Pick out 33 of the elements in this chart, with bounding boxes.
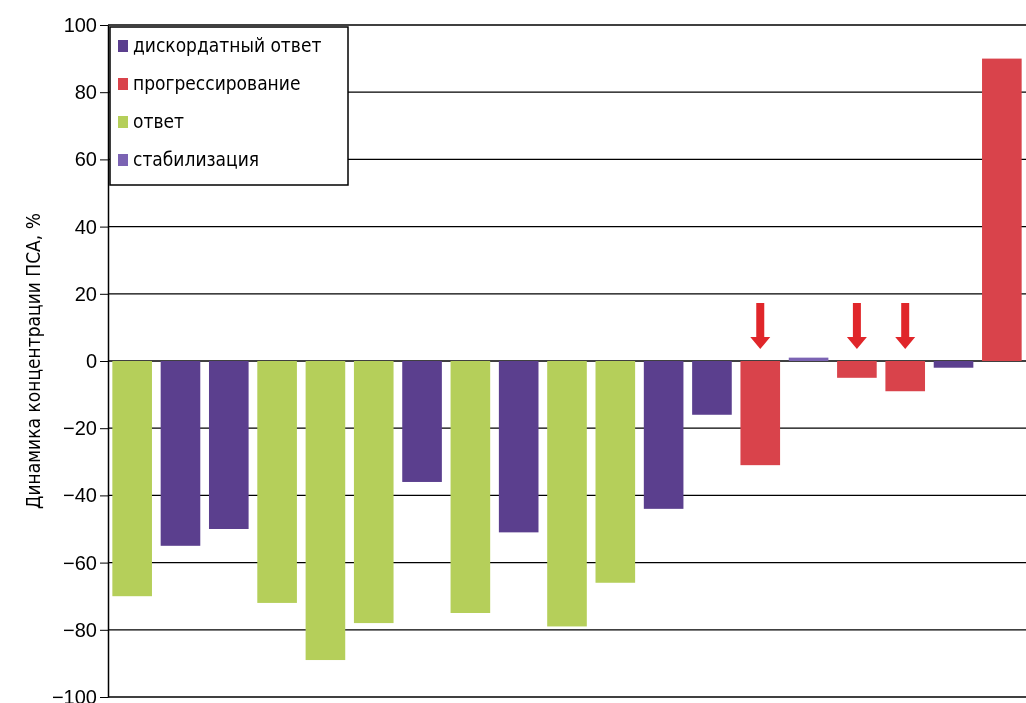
bar (692, 361, 732, 415)
bar (112, 361, 152, 597)
y-tick-label: 60 (74, 148, 97, 171)
bar (595, 361, 636, 583)
bar (450, 361, 491, 613)
y-tick-label: 40 (74, 215, 97, 238)
y-tick-label: 20 (74, 282, 97, 305)
bar (160, 361, 201, 546)
legend-label: ответ (133, 110, 185, 132)
y-tick-label: −80 (63, 618, 97, 641)
legend-label: прогрессирование (133, 72, 301, 94)
legend-label: дискордатный ответ (133, 34, 322, 56)
bar (933, 361, 974, 368)
bar (982, 58, 1022, 361)
bar (547, 361, 587, 627)
y-tick-label: 0 (85, 349, 97, 372)
bar (353, 361, 394, 624)
bar (208, 361, 249, 529)
bar (837, 361, 877, 378)
y-tick-label: 80 (74, 81, 97, 104)
bar (643, 361, 684, 509)
bar (498, 361, 539, 533)
y-tick-label: −20 (63, 417, 97, 440)
y-tick-label: −60 (63, 551, 97, 574)
y-tick-label: 100 (63, 13, 97, 36)
legend-label: стабилизация (133, 148, 260, 170)
y-axis-title: Динамика концентрации ПСА, % (22, 213, 44, 509)
bar (885, 361, 926, 392)
bar (257, 361, 297, 603)
bar (740, 361, 781, 466)
y-tick-label: −40 (63, 484, 97, 507)
bar (305, 361, 346, 661)
bar (402, 361, 442, 482)
